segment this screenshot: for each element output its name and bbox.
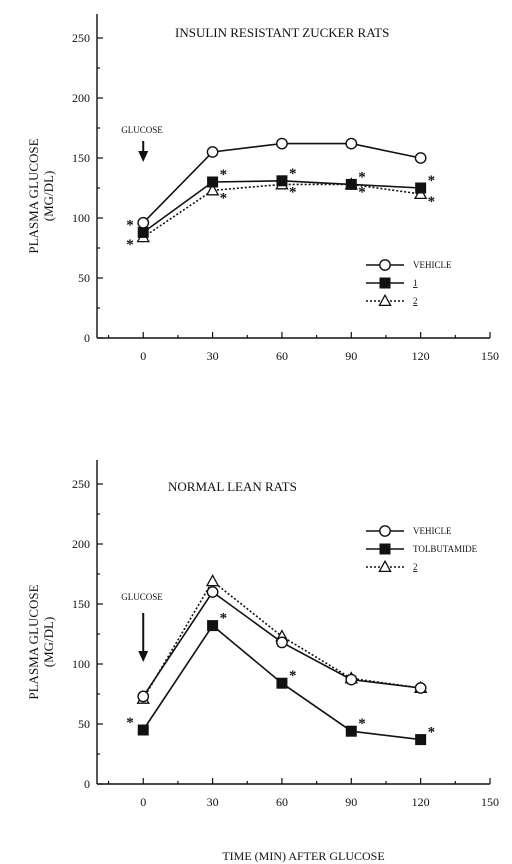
series-2-point xyxy=(415,734,427,746)
significance-star: * xyxy=(220,190,228,206)
y-tick-label: 250 xyxy=(72,477,90,491)
legend-marker xyxy=(378,559,392,573)
x-axis-label: TIME (MIN) AFTER GLUCOSE xyxy=(222,849,384,863)
legend-label: 2 xyxy=(413,296,418,306)
series-2-point xyxy=(207,176,219,188)
arrow-head xyxy=(138,151,149,162)
significance-star: * xyxy=(126,715,134,731)
y-tick-label: 250 xyxy=(72,31,90,45)
significance-star: * xyxy=(220,167,228,183)
series-2-point xyxy=(345,178,357,190)
glucose-annotation: GLUCOSE xyxy=(121,592,163,602)
significance-star: * xyxy=(428,194,436,210)
series-2-point xyxy=(207,620,219,632)
x-tick-label: 150 xyxy=(481,349,499,363)
x-tick-label: 60 xyxy=(276,795,288,809)
x-tick-label: 30 xyxy=(207,349,219,363)
series-2-point xyxy=(137,724,149,736)
series-2-point xyxy=(276,175,288,187)
y-tick-label: 150 xyxy=(72,597,90,611)
significance-star: * xyxy=(220,611,228,627)
significance-star: * xyxy=(289,184,297,200)
significance-star: * xyxy=(358,169,366,185)
significance-star: * xyxy=(428,725,436,741)
y-tick-label: 100 xyxy=(72,211,90,225)
x-tick-label: 0 xyxy=(140,349,146,363)
x-tick-label: 120 xyxy=(412,349,430,363)
legend-label: 2 xyxy=(413,562,418,572)
legend-marker xyxy=(379,277,391,289)
y-tick-label: 200 xyxy=(72,537,90,551)
series-1-point xyxy=(276,137,288,150)
significance-star: * xyxy=(289,668,297,684)
x-tick-label: 120 xyxy=(412,795,430,809)
series-2-point xyxy=(137,226,149,238)
y-axis-units: (MG/DL) xyxy=(41,171,56,222)
significance-star: * xyxy=(126,237,134,253)
arrow-head xyxy=(138,651,149,662)
series-1-point xyxy=(345,673,358,686)
series-1-point xyxy=(414,152,427,164)
series-2-point xyxy=(345,725,357,737)
x-tick-label: 90 xyxy=(345,795,357,809)
y-axis-label: PLASMA GLUCOSE xyxy=(26,584,41,699)
series-1-point xyxy=(137,690,150,703)
legend-label: VEHICLE xyxy=(413,260,452,270)
series-2-point xyxy=(415,182,427,194)
significance-star: * xyxy=(358,716,366,732)
series-1-point xyxy=(345,137,358,150)
legend-label: TOLBUTAMIDE xyxy=(413,544,478,554)
significance-star: * xyxy=(358,184,366,200)
y-tick-label: 50 xyxy=(78,271,90,285)
chart-panel-2: 0 50 100 150 200 250 0 30 60 90 120 150 NORMAL LEAN … xyxy=(26,460,499,863)
series-2-point xyxy=(276,677,288,689)
x-tick-label: 90 xyxy=(345,349,357,363)
significance-star: * xyxy=(289,166,297,182)
legend-marker xyxy=(378,293,392,307)
chart-title: NORMAL LEAN RATS xyxy=(168,479,297,494)
legend-marker xyxy=(379,259,391,271)
y-axis-label: PLASMA GLUCOSE xyxy=(26,138,41,253)
series-1-point xyxy=(414,682,427,694)
series-1-point xyxy=(206,586,219,598)
y-tick-label: 0 xyxy=(84,777,90,791)
series-3-point xyxy=(205,574,220,587)
y-tick-label: 0 xyxy=(84,331,90,345)
legend-label: VEHICLE xyxy=(413,526,452,536)
legend-label: 1 xyxy=(413,278,418,288)
series-1-point xyxy=(206,146,219,158)
legend-marker xyxy=(379,525,391,537)
y-tick-label: 200 xyxy=(72,91,90,105)
series-1-point xyxy=(137,216,150,229)
chart-title: INSULIN RESISTANT ZUCKER RATS xyxy=(175,25,389,40)
y-tick-label: 150 xyxy=(72,151,90,165)
x-tick-label: 60 xyxy=(276,349,288,363)
chart-panel-1: 0 50 100 150 200 250 0 30 60 90 120 150 INSULIN RESI… xyxy=(26,14,499,363)
significance-star: * xyxy=(428,173,436,189)
y-tick-label: 50 xyxy=(78,717,90,731)
legend-marker xyxy=(379,543,391,555)
x-tick-label: 150 xyxy=(481,795,499,809)
series-1-point xyxy=(276,636,288,649)
glucose-annotation: GLUCOSE xyxy=(121,125,163,135)
x-tick-label: 30 xyxy=(207,795,219,809)
x-tick-label: 0 xyxy=(140,795,146,809)
y-tick-label: 100 xyxy=(72,657,90,671)
y-axis-units: (MG/DL) xyxy=(41,617,56,668)
series-line-3 xyxy=(142,183,421,238)
series-3-point xyxy=(205,183,220,196)
significance-star: * xyxy=(126,217,134,233)
